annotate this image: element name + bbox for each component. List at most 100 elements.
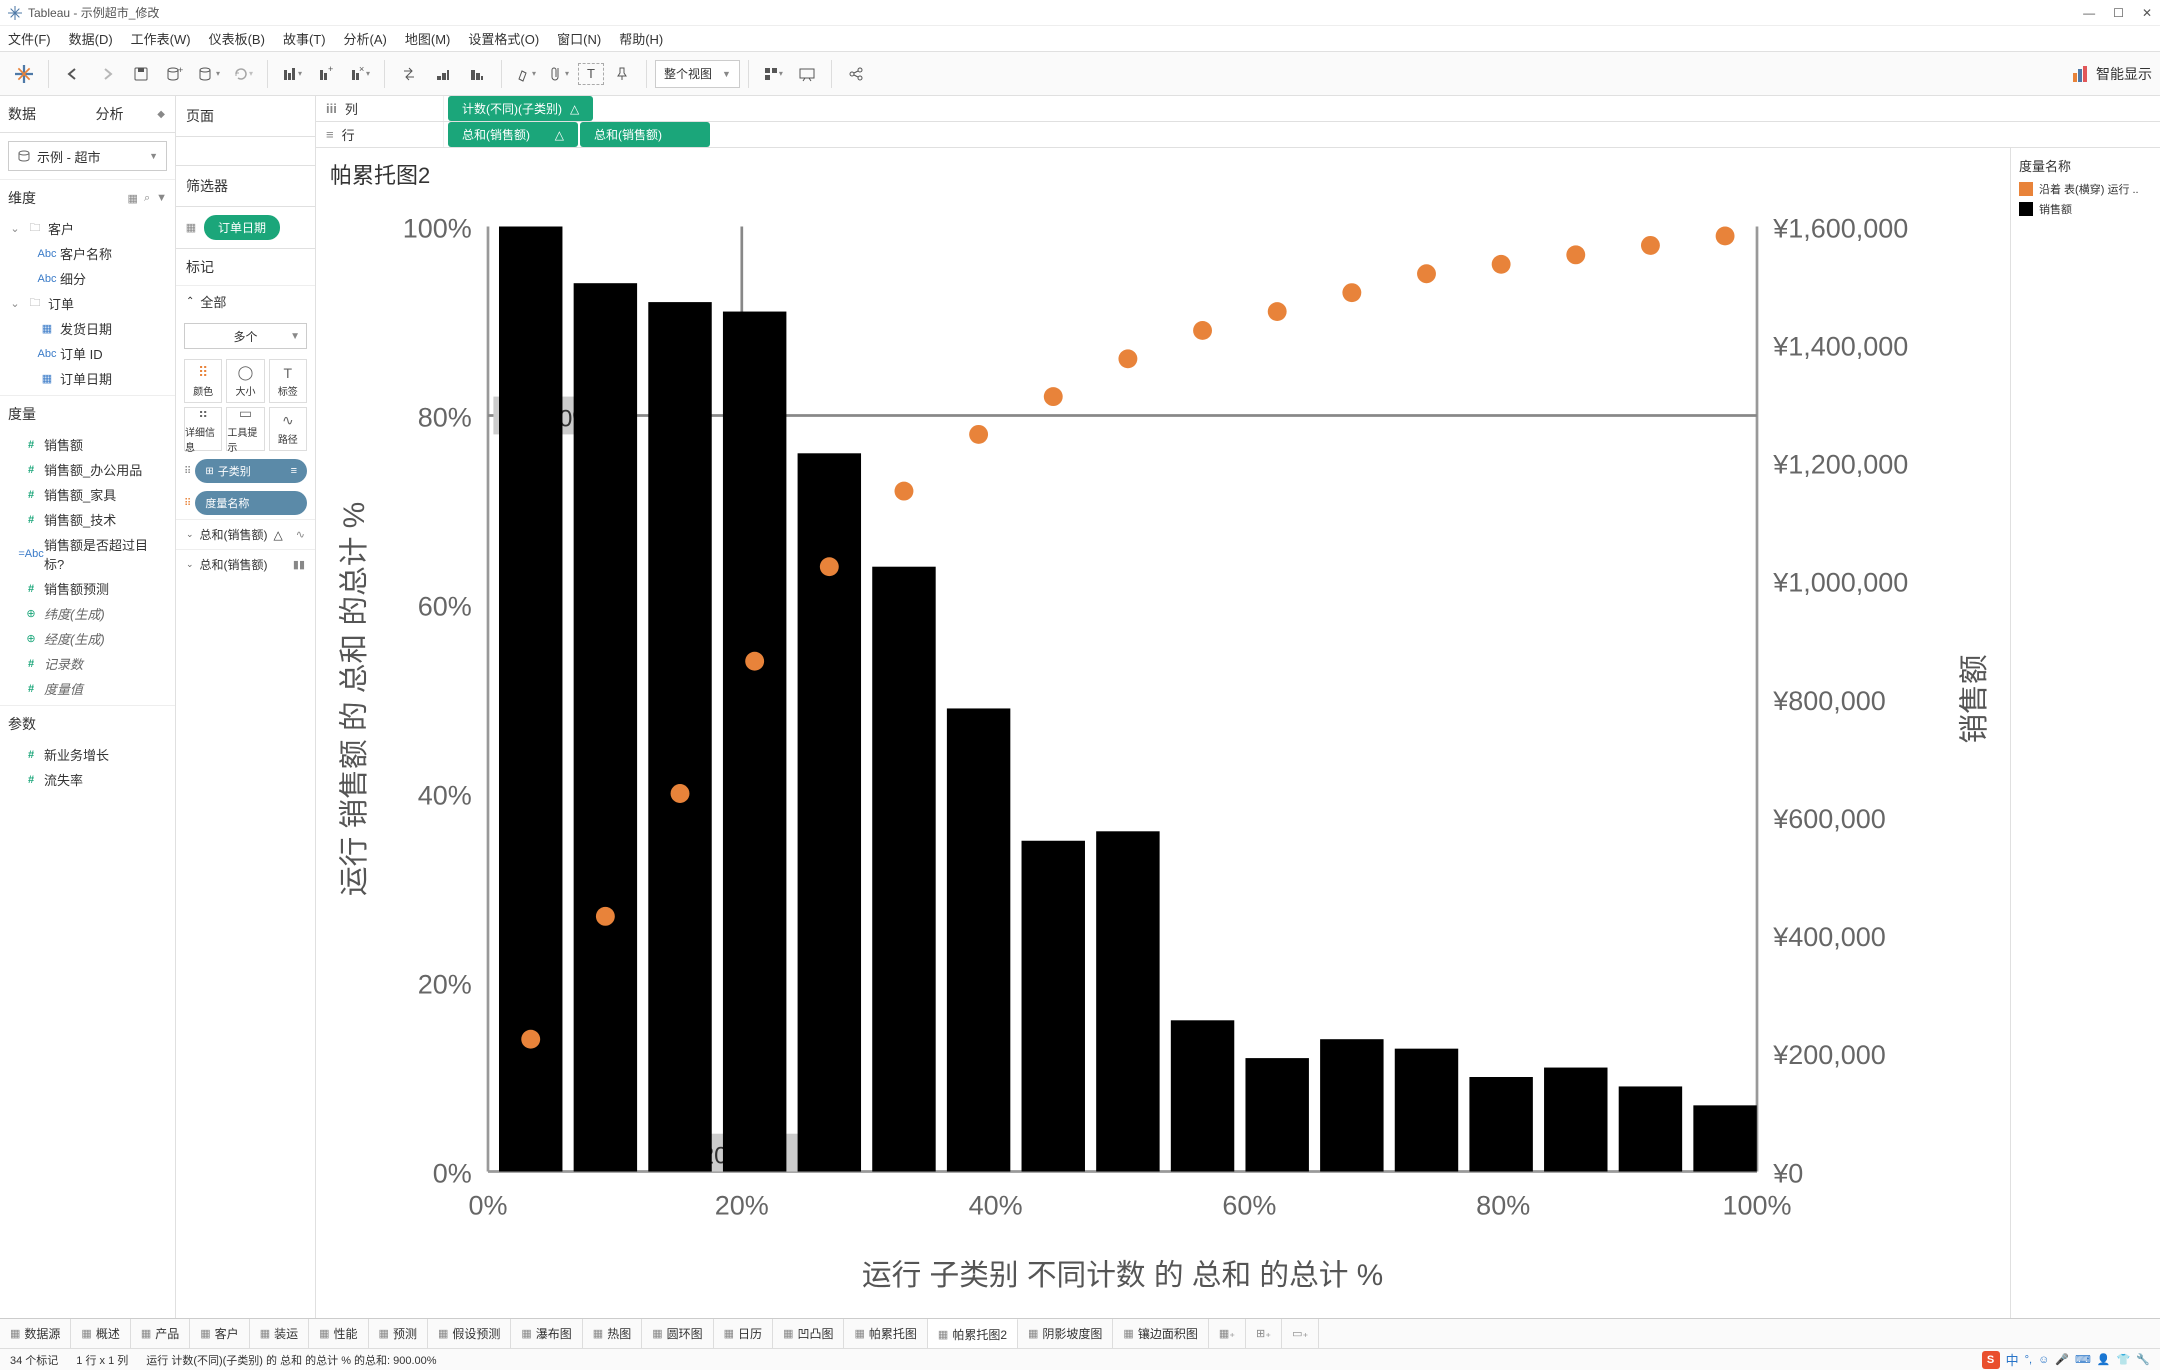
analysis-tab[interactable]: 分析◆ [88,96,176,132]
shelf-pill[interactable]: 总和(销售额) [580,122,710,147]
sheet-tab[interactable]: ▦性能 [309,1319,368,1348]
show-cards-button[interactable]: ▾ [757,58,789,90]
sheet-tab[interactable]: ▦阴影坡度图 [1018,1319,1113,1348]
fit-dropdown[interactable]: 整个视图▼ [655,60,740,88]
field-item[interactable]: #流失率 [0,767,175,792]
highlight-button[interactable]: ▾ [510,58,542,90]
marks-cell-详细信息[interactable]: ⠶详细信息 [184,407,222,451]
legend-item[interactable]: 沿着 表(横穿) 运行 .. [2019,181,2152,197]
marks-sum2-row[interactable]: ⌄总和(销售额)▮▮ [176,549,315,579]
field-item[interactable]: #销售额_办公用品 [0,457,175,482]
marks-cell-颜色[interactable]: ⠿颜色 [184,359,222,403]
sheet-tab[interactable]: ▦圆环图 [642,1319,713,1348]
forward-button[interactable] [91,58,123,90]
legend-item[interactable]: 销售额 [2019,201,2152,217]
refresh-datasource-button[interactable]: ▾ [193,58,225,90]
duplicate-button[interactable]: + [310,58,342,90]
sheet-tab[interactable]: ▦凹凸图 [773,1319,844,1348]
columns-shelf[interactable]: iii列 计数(不同)(子类别)△ [316,96,2160,122]
menu-item[interactable]: 地图(M) [405,29,451,48]
marks-cell-标签[interactable]: T标签 [269,359,307,403]
show-me-button[interactable]: 智能显示 [2072,64,2152,84]
field-item[interactable]: ⌄🗀订单 [0,291,175,316]
field-item[interactable]: #销售额_技术 [0,507,175,532]
shelf-pill[interactable]: 总和(销售额)△ [448,122,578,147]
mark-pill-subcategory[interactable]: ⊞子类别≡ [195,459,307,483]
ime-icon[interactable]: S [1982,1351,2000,1369]
new-story-tab[interactable]: ▭₊ [1282,1319,1319,1348]
menu-item[interactable]: 数据(D) [69,29,113,48]
sheet-tab[interactable]: ▦帕累托图2 [928,1319,1018,1348]
shelf-pill[interactable]: 计数(不同)(子类别)△ [448,96,593,121]
maximize-button[interactable]: ☐ [2113,6,2124,20]
marks-sum1-row[interactable]: ⌄总和(销售额)△∿ [176,519,315,549]
presentation-button[interactable] [791,58,823,90]
ime-user-icon[interactable]: 👤 [2097,1353,2111,1366]
menu-item[interactable]: 文件(F) [8,29,51,48]
marks-cell-大小[interactable]: ◯大小 [226,359,264,403]
sheet-tab[interactable]: ▦镶边面积图 [1113,1319,1208,1348]
ime-mic-icon[interactable]: 🎤 [2055,1353,2069,1366]
sheet-tab[interactable]: ▦帕累托图 [844,1319,927,1348]
field-item[interactable]: #度量值 [0,676,175,701]
sheet-tab[interactable]: ▦装运 [250,1319,309,1348]
ime-keyboard-icon[interactable]: ⌨ [2075,1353,2091,1366]
sheet-tab[interactable]: ▦客户 [190,1319,249,1348]
clear-button[interactable]: ×▾ [344,58,376,90]
data-tab[interactable]: 数据 [0,96,88,132]
menu-item[interactable]: 故事(T) [283,29,326,48]
mark-pill-measure-names[interactable]: 度量名称 [195,491,307,515]
minimize-button[interactable]: — [2083,6,2095,20]
rows-shelf[interactable]: ≡行 总和(销售额)△总和(销售额) [316,122,2160,148]
sort-desc-button[interactable] [461,58,493,90]
field-item[interactable]: #销售额预测 [0,576,175,601]
datasource-select[interactable]: 示例 - 超市 ▼ [8,141,167,171]
menu-item[interactable]: 设置格式(O) [468,29,539,48]
refresh-button[interactable]: ▾ [227,58,259,90]
new-worksheet-button[interactable]: ▾ [276,58,308,90]
ime-tool-icon[interactable]: 🔧 [2136,1353,2150,1366]
save-button[interactable] [125,58,157,90]
field-item[interactable]: ⌄🗀客户 [0,216,175,241]
marks-all-row[interactable]: ⌃全部 [176,285,315,317]
sheet-tab[interactable]: ▦预测 [369,1319,428,1348]
marks-cell-路径[interactable]: ∿路径 [269,407,307,451]
menu-item[interactable]: 仪表板(B) [209,29,265,48]
sheet-tab[interactable]: ▦热图 [583,1319,642,1348]
new-dashboard-tab[interactable]: ⊞₊ [1246,1319,1282,1348]
tableau-icon[interactable] [8,58,40,90]
new-worksheet-tab[interactable]: ▦₊ [1209,1319,1246,1348]
menu-item[interactable]: 分析(A) [344,29,387,48]
field-item[interactable]: #新业务增长 [0,742,175,767]
back-button[interactable] [57,58,89,90]
menu-item[interactable]: 工作表(W) [131,29,191,48]
datasource-tab[interactable]: ▦数据源 [0,1319,71,1348]
field-item[interactable]: #销售额 [0,432,175,457]
field-item[interactable]: Abc订单 ID [0,341,175,366]
field-item[interactable]: #销售额_家具 [0,482,175,507]
sheet-tab[interactable]: ▦产品 [131,1319,190,1348]
field-item[interactable]: ▦发货日期 [0,316,175,341]
marks-cell-工具提示[interactable]: ▭工具提示 [226,407,264,451]
filter-pill[interactable]: 订单日期 [204,215,280,240]
text-button[interactable]: T [578,63,604,85]
ime-skin-icon[interactable]: 👕 [2117,1353,2131,1366]
field-item[interactable]: ▦订单日期 [0,366,175,391]
field-item[interactable]: #记录数 [0,651,175,676]
menu-item[interactable]: 帮助(H) [619,29,663,48]
field-item[interactable]: Abc客户名称 [0,241,175,266]
pareto-chart[interactable]: 0%20%40%60%80%100%¥0¥200,000¥400,000¥600… [326,198,2000,1308]
field-item[interactable]: ⊕纬度(生成) [0,601,175,626]
chart-title[interactable]: 帕累托图2 [330,158,430,190]
sheet-tab[interactable]: ▦瀑布图 [511,1319,582,1348]
ime-punct-icon[interactable]: °, [2025,1354,2032,1366]
pin-button[interactable] [606,58,638,90]
new-datasource-button[interactable]: + [159,58,191,90]
ime-mode[interactable]: 中 [2006,1350,2019,1369]
sheet-tab[interactable]: ▦假设预测 [428,1319,511,1348]
ime-emoji-icon[interactable]: ☺ [2038,1354,2049,1366]
field-item[interactable]: Abc细分 [0,266,175,291]
sheet-tab[interactable]: ▦概述 [71,1319,130,1348]
attach-button[interactable]: ▾ [544,58,576,90]
close-button[interactable]: ✕ [2142,6,2152,20]
